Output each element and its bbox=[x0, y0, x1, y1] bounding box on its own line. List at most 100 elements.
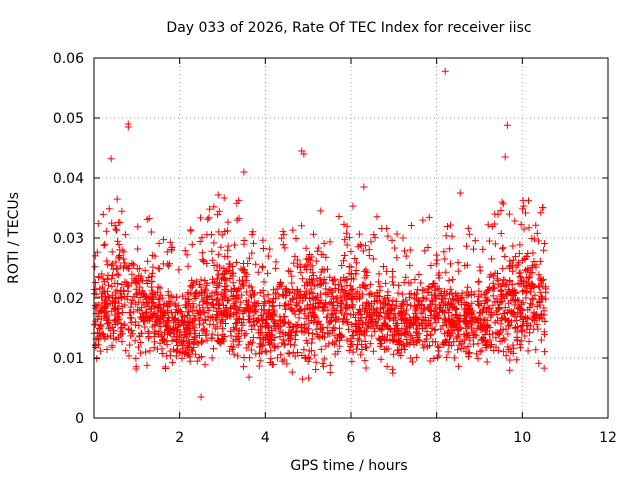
data-point bbox=[301, 282, 309, 290]
data-point bbox=[302, 314, 310, 322]
data-point bbox=[299, 294, 307, 302]
data-point bbox=[468, 299, 476, 307]
data-point bbox=[483, 317, 491, 325]
data-point bbox=[216, 279, 224, 287]
data-point bbox=[384, 288, 392, 296]
x-tick-label: 0 bbox=[90, 430, 99, 446]
data-point bbox=[235, 293, 243, 301]
data-point bbox=[538, 295, 546, 303]
data-point bbox=[434, 347, 442, 355]
data-point bbox=[250, 302, 258, 310]
data-point bbox=[381, 313, 389, 321]
data-point bbox=[225, 260, 233, 268]
data-point bbox=[99, 210, 107, 218]
data-point bbox=[390, 316, 398, 324]
data-point bbox=[505, 210, 513, 218]
data-point bbox=[168, 358, 176, 366]
data-point bbox=[113, 226, 121, 234]
data-point bbox=[331, 350, 339, 358]
data-point bbox=[363, 268, 371, 276]
data-point bbox=[355, 295, 363, 303]
data-point bbox=[338, 303, 346, 311]
data-point bbox=[316, 321, 324, 329]
data-point bbox=[125, 325, 133, 333]
data-point bbox=[128, 297, 136, 305]
data-point bbox=[266, 340, 274, 348]
data-point bbox=[352, 266, 360, 274]
data-point bbox=[485, 283, 493, 291]
data-point bbox=[506, 356, 514, 364]
data-point bbox=[248, 249, 256, 257]
data-point bbox=[258, 329, 266, 337]
data-point bbox=[514, 305, 522, 313]
data-point bbox=[190, 303, 198, 311]
data-point bbox=[417, 279, 425, 287]
data-point bbox=[163, 352, 171, 360]
data-point bbox=[267, 312, 275, 320]
data-point bbox=[466, 336, 474, 344]
data-point bbox=[298, 328, 306, 336]
data-point bbox=[435, 274, 443, 282]
data-point bbox=[267, 347, 275, 355]
data-point bbox=[118, 338, 126, 346]
data-point bbox=[239, 321, 247, 329]
data-point bbox=[100, 288, 108, 296]
data-point bbox=[455, 341, 463, 349]
data-point bbox=[98, 270, 106, 278]
data-point bbox=[541, 348, 549, 356]
data-point bbox=[507, 309, 515, 317]
data-point bbox=[524, 321, 532, 329]
data-point bbox=[373, 289, 381, 297]
data-point bbox=[151, 322, 159, 330]
data-point bbox=[202, 331, 210, 339]
data-point bbox=[540, 239, 548, 247]
data-point bbox=[392, 297, 400, 305]
data-point bbox=[286, 320, 294, 328]
data-point bbox=[363, 298, 371, 306]
data-point bbox=[231, 320, 239, 328]
data-point bbox=[317, 296, 325, 304]
data-point bbox=[142, 314, 150, 322]
data-point bbox=[398, 325, 406, 333]
data-point bbox=[166, 238, 174, 246]
data-point bbox=[249, 317, 257, 325]
data-point bbox=[357, 351, 365, 359]
data-point bbox=[374, 292, 382, 300]
data-point bbox=[433, 256, 441, 264]
data-point bbox=[498, 245, 506, 253]
data-point bbox=[506, 277, 514, 285]
data-point bbox=[450, 296, 458, 304]
data-point bbox=[155, 239, 163, 247]
data-point bbox=[286, 268, 294, 276]
data-point bbox=[121, 259, 129, 267]
data-point bbox=[105, 205, 113, 213]
data-point bbox=[509, 341, 517, 349]
data-point bbox=[345, 262, 353, 270]
data-point bbox=[296, 306, 304, 314]
data-point bbox=[462, 324, 470, 332]
data-point bbox=[125, 352, 133, 360]
data-point bbox=[422, 335, 430, 343]
data-point bbox=[223, 282, 231, 290]
data-point bbox=[233, 325, 241, 333]
data-point bbox=[326, 368, 334, 376]
data-point bbox=[259, 244, 267, 252]
data-point bbox=[446, 221, 454, 229]
data-point bbox=[233, 287, 241, 295]
data-point bbox=[474, 355, 482, 363]
data-point bbox=[343, 295, 351, 303]
data-point bbox=[241, 269, 249, 277]
data-point bbox=[209, 279, 217, 287]
data-point bbox=[524, 250, 532, 258]
data-point bbox=[474, 297, 482, 305]
data-point bbox=[316, 274, 324, 282]
data-point bbox=[113, 195, 121, 203]
data-point bbox=[320, 239, 328, 247]
data-point bbox=[265, 306, 273, 314]
data-point bbox=[523, 325, 531, 333]
data-point bbox=[137, 339, 145, 347]
data-point bbox=[333, 334, 341, 342]
data-point bbox=[380, 263, 388, 271]
data-point bbox=[383, 335, 391, 343]
data-point bbox=[399, 234, 407, 242]
